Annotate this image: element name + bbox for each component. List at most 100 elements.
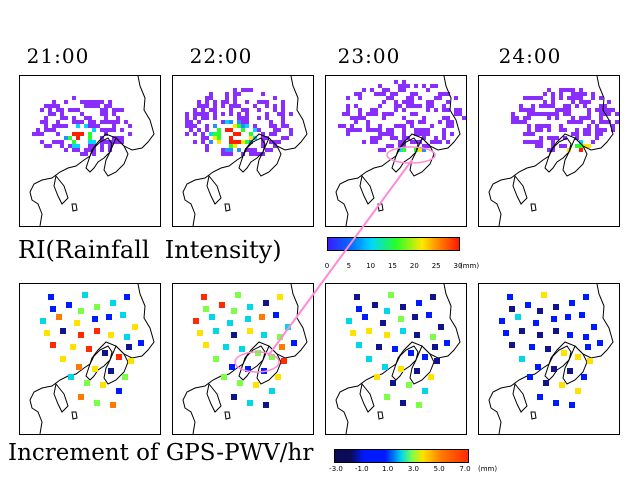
gps-station bbox=[575, 388, 581, 394]
rain-cell bbox=[571, 88, 575, 92]
pwv-colorbar-unit: (mm) bbox=[478, 465, 498, 473]
rain-cell bbox=[539, 128, 543, 132]
rain-cell bbox=[245, 88, 249, 92]
gps-station bbox=[416, 402, 422, 408]
rain-cell bbox=[358, 116, 362, 120]
rain-cell bbox=[225, 92, 229, 96]
rain-cell bbox=[390, 132, 394, 136]
rain-cell bbox=[358, 108, 362, 112]
rain-cell bbox=[386, 144, 390, 148]
rain-cell bbox=[571, 132, 575, 136]
rain-cell bbox=[523, 140, 527, 144]
rain-cell bbox=[414, 132, 418, 136]
gps-station bbox=[406, 382, 412, 388]
rain-cell bbox=[84, 100, 88, 104]
rain-cell bbox=[382, 100, 386, 104]
rain-cell bbox=[599, 112, 603, 116]
rain-cell bbox=[277, 140, 281, 144]
rain-cell bbox=[56, 132, 60, 136]
pwv-colorbar-tick: 5.0 bbox=[433, 465, 445, 473]
rain-cell bbox=[374, 108, 378, 112]
rain-cell bbox=[249, 148, 253, 152]
gps-station bbox=[261, 368, 267, 374]
rain-cell bbox=[92, 100, 96, 104]
rain-cell bbox=[406, 104, 410, 108]
rain-cell bbox=[595, 136, 599, 140]
gps-station bbox=[392, 346, 398, 352]
gps-station bbox=[432, 344, 438, 350]
rain-cell bbox=[44, 120, 48, 124]
rain-cell bbox=[559, 108, 563, 112]
rain-cell bbox=[245, 116, 249, 120]
rain-cell bbox=[213, 112, 217, 116]
rain-cell bbox=[120, 128, 124, 132]
rain-cell bbox=[382, 88, 386, 92]
rain-cell bbox=[205, 144, 209, 148]
rain-cell bbox=[225, 152, 229, 156]
gps-station bbox=[92, 366, 98, 372]
rain-cell bbox=[354, 120, 358, 124]
rain-cell bbox=[454, 112, 458, 116]
rain-cell bbox=[559, 128, 563, 132]
rain-cell bbox=[378, 136, 382, 140]
rain-colorbar bbox=[327, 237, 460, 251]
gps-station bbox=[223, 344, 229, 350]
rain-cell bbox=[261, 144, 265, 148]
gps-station bbox=[597, 340, 603, 346]
rain-cell bbox=[599, 128, 603, 132]
gps-station bbox=[50, 306, 56, 312]
rain-cell bbox=[128, 124, 132, 128]
coastline bbox=[85, 137, 113, 173]
coastline bbox=[71, 203, 78, 212]
rain-cell bbox=[394, 92, 398, 96]
rain-cell bbox=[108, 140, 112, 144]
gps-station bbox=[537, 394, 543, 400]
rain-cell bbox=[442, 108, 446, 112]
rain-cell bbox=[599, 108, 603, 112]
rain-cell bbox=[229, 144, 233, 148]
rain-cell bbox=[402, 124, 406, 128]
rain-cell bbox=[575, 96, 579, 100]
rain-cell bbox=[346, 132, 350, 136]
rain-cell bbox=[575, 120, 579, 124]
gps-station bbox=[430, 294, 436, 300]
rain-cell bbox=[402, 148, 406, 152]
gps-station bbox=[581, 374, 587, 380]
rain-cell bbox=[410, 92, 414, 96]
gps-station bbox=[231, 394, 237, 400]
rain-cell bbox=[527, 140, 531, 144]
gps-station bbox=[400, 400, 406, 406]
gps-station bbox=[414, 332, 420, 338]
rain-cell bbox=[402, 100, 406, 104]
rain-cell bbox=[446, 100, 450, 104]
rain-cell bbox=[233, 100, 237, 104]
rain-cell bbox=[84, 152, 88, 156]
rain-cell bbox=[575, 144, 579, 148]
rain-cell bbox=[422, 132, 426, 136]
rain-cell bbox=[354, 116, 358, 120]
gps-station bbox=[354, 294, 360, 300]
rain-map-2100 bbox=[19, 75, 161, 227]
rain-cell bbox=[543, 100, 547, 104]
rain-cell bbox=[92, 128, 96, 132]
rain-cell bbox=[92, 104, 96, 108]
gps-station bbox=[40, 318, 46, 324]
rain-cell bbox=[342, 112, 346, 116]
rain-cell bbox=[603, 128, 607, 132]
rain-cell bbox=[233, 124, 237, 128]
rain-cell bbox=[72, 148, 76, 152]
gps-station bbox=[231, 332, 237, 338]
rain-cell bbox=[56, 140, 60, 144]
coastline bbox=[335, 284, 461, 434]
rain-cell bbox=[265, 104, 269, 108]
rain-cell bbox=[527, 128, 531, 132]
rain-cell bbox=[213, 100, 217, 104]
gps-station bbox=[126, 344, 132, 350]
gps-station bbox=[438, 324, 444, 330]
rain-cell bbox=[245, 120, 249, 124]
rain-cell bbox=[44, 124, 48, 128]
rain-cell bbox=[237, 120, 241, 124]
rain-cell bbox=[382, 112, 386, 116]
rain-cell bbox=[273, 144, 277, 148]
rain-cell bbox=[185, 116, 189, 120]
